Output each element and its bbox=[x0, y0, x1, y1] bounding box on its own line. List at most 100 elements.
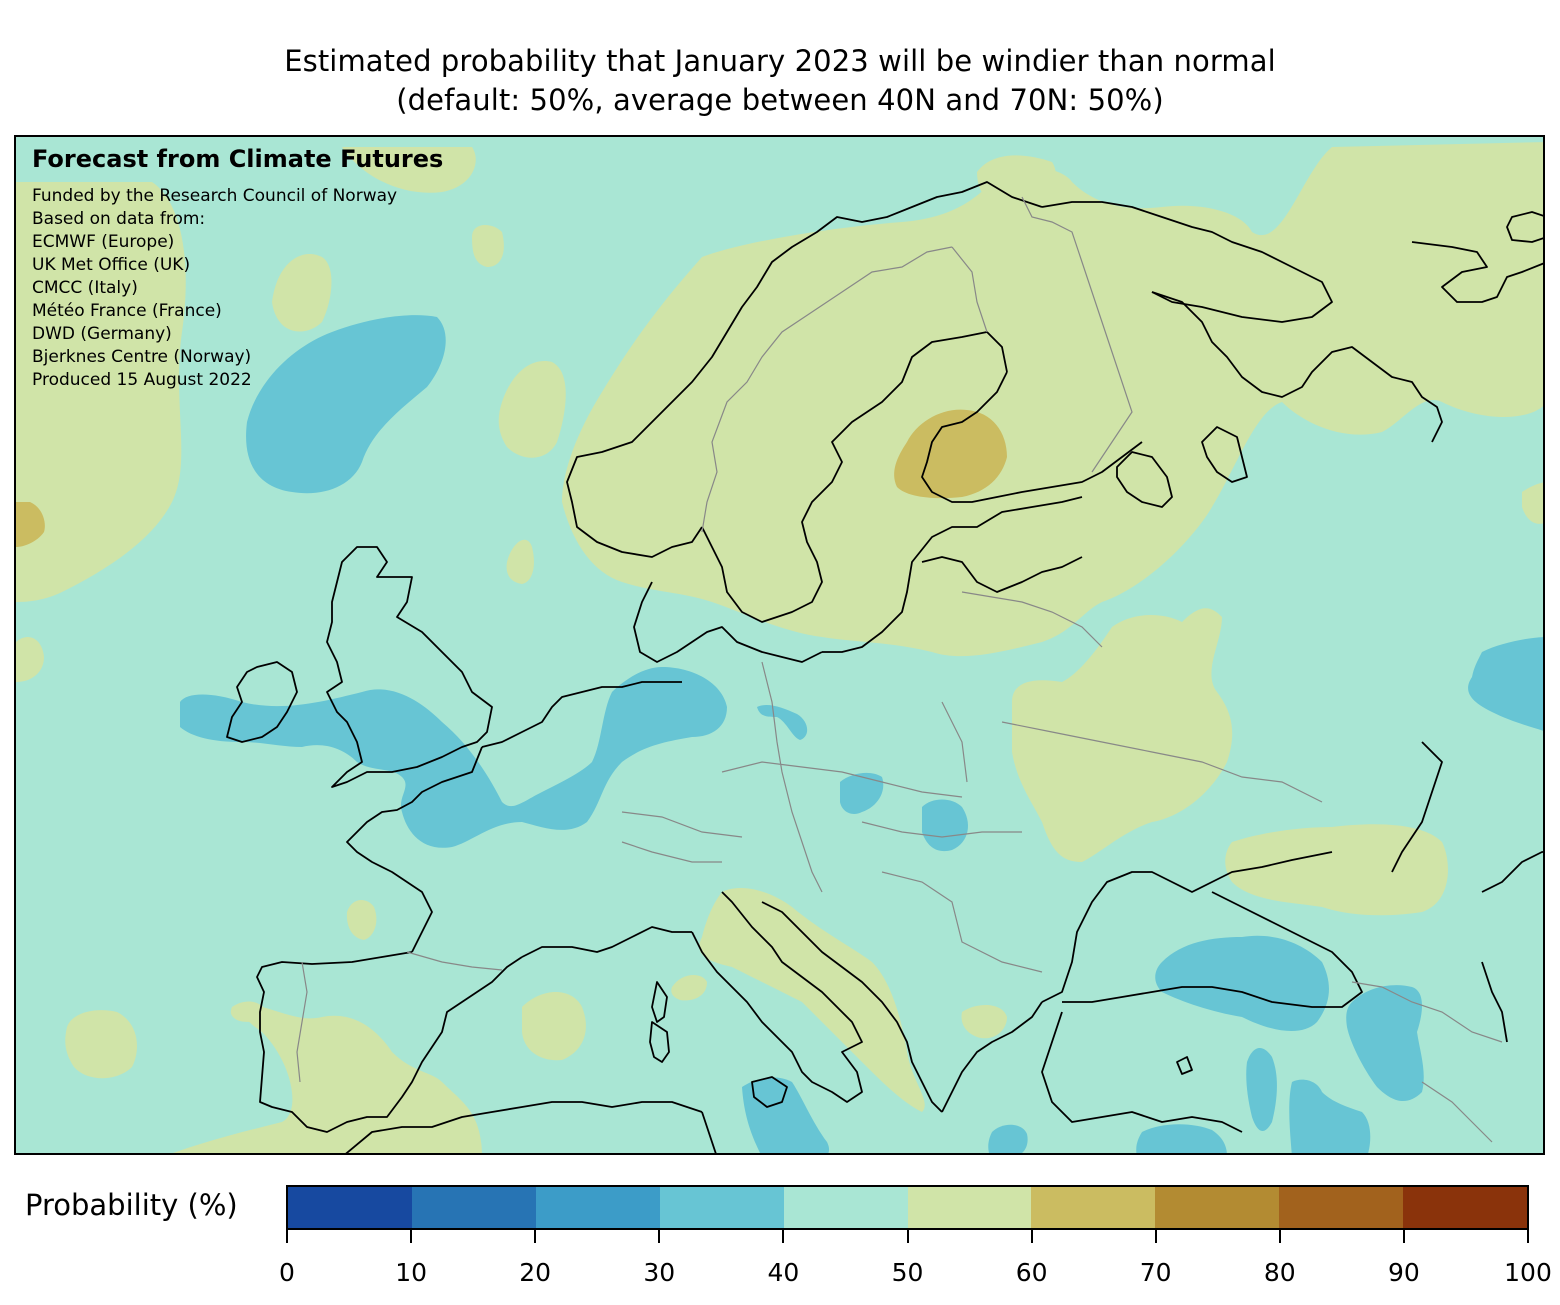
border-central-europe bbox=[621, 661, 1323, 973]
coast-cyprus bbox=[1176, 1056, 1193, 1075]
region-atlantic-iberia bbox=[65, 1010, 137, 1079]
border-sweden-finland bbox=[951, 246, 988, 333]
coast-turkey-south bbox=[1041, 1011, 1243, 1133]
region-turkey-south-2 bbox=[1289, 1079, 1371, 1153]
region-belarus-ukraine bbox=[1012, 608, 1233, 862]
colorbar-tick-label: 10 bbox=[395, 1258, 427, 1287]
colorbar-tick bbox=[658, 1229, 661, 1243]
region-north-sea-patch-2 bbox=[506, 539, 534, 584]
bin-30-40-regions bbox=[180, 315, 1543, 1153]
coast-ireland bbox=[226, 661, 298, 743]
region-iberia-inner bbox=[230, 1001, 267, 1022]
colorbar-tick bbox=[534, 1229, 537, 1243]
region-hungary bbox=[922, 799, 968, 852]
colorbar-tick bbox=[1402, 1229, 1405, 1243]
region-russia-east bbox=[1468, 637, 1543, 731]
border-iberia bbox=[296, 951, 503, 1083]
region-scandinavia bbox=[562, 142, 1543, 657]
region-turkey-south-1 bbox=[1246, 1047, 1277, 1132]
coast-france-med bbox=[521, 926, 692, 958]
colorbar-tick-label: 80 bbox=[1263, 1258, 1296, 1287]
region-west-med bbox=[522, 992, 586, 1061]
colorbar-bin-10-20 bbox=[411, 1187, 536, 1228]
region-germany-south-blob bbox=[757, 704, 808, 740]
region-italy-west-strip bbox=[671, 975, 707, 1001]
colorbar-bin-50-60 bbox=[907, 1187, 1032, 1228]
coast-denmark bbox=[633, 581, 823, 663]
coast-italy bbox=[691, 891, 863, 1103]
info-line-meteofrance: Météo France (France) bbox=[32, 301, 222, 321]
country-borders bbox=[296, 196, 1503, 1143]
colorbar-tick bbox=[1278, 1229, 1281, 1243]
coast-caspian bbox=[1391, 741, 1543, 1043]
colorbar-tick bbox=[1030, 1229, 1033, 1243]
region-ireland-channel bbox=[180, 667, 727, 848]
colorbar-bin-80-90 bbox=[1279, 1187, 1404, 1228]
coast-corsica-sardinia bbox=[649, 981, 670, 1063]
map-canvas bbox=[16, 142, 1543, 1153]
coast-russia-east bbox=[1411, 241, 1543, 303]
colorbar-tick bbox=[286, 1229, 288, 1243]
coast-sicily bbox=[751, 1076, 788, 1108]
region-east-turkey bbox=[1346, 985, 1424, 1102]
region-ionian bbox=[742, 1077, 830, 1153]
coast-finland bbox=[921, 371, 1143, 503]
colorbar-bin-20-30 bbox=[535, 1187, 660, 1228]
region-crete-sea bbox=[988, 1124, 1028, 1153]
region-atlantic-left bbox=[16, 182, 186, 602]
coast-north-africa bbox=[345, 1101, 717, 1153]
coast-france-benelux bbox=[481, 681, 682, 748]
colorbar-tick-label: 0 bbox=[279, 1258, 295, 1287]
colorbar-tick-label: 60 bbox=[1015, 1258, 1048, 1287]
border-norway-sweden bbox=[701, 246, 953, 533]
coast-black-sea bbox=[1041, 851, 1363, 1008]
info-line-cmcc: CMCC (Italy) bbox=[32, 278, 138, 298]
info-heading: Forecast from Climate Futures bbox=[32, 145, 444, 173]
colorbar-tick bbox=[1154, 1229, 1157, 1243]
colorbar-tick bbox=[906, 1229, 909, 1243]
coast-adriatic-east bbox=[761, 901, 943, 1113]
border-caucasus bbox=[1351, 981, 1503, 1143]
colorbar-bin-70-80 bbox=[1155, 1187, 1280, 1228]
map-panel: Forecast from Climate Futures Funded by … bbox=[14, 135, 1545, 1155]
region-cyprus-sea bbox=[1136, 1124, 1227, 1153]
region-southeast-russia bbox=[1225, 824, 1448, 916]
chart-subtitle: (default: 50%, average between 40N and 7… bbox=[396, 83, 1164, 117]
colorbar-tick-label: 20 bbox=[519, 1258, 552, 1287]
coast-lake-ladoga bbox=[1116, 451, 1173, 508]
info-lines: Funded by the Research Council of Norway… bbox=[32, 185, 443, 392]
colorbar-tick bbox=[1527, 1229, 1529, 1243]
colorbar bbox=[286, 1185, 1529, 1230]
colorbar-tick-label: 40 bbox=[767, 1258, 800, 1287]
colorbar-tick-label: 70 bbox=[1139, 1258, 1172, 1287]
coast-iberia bbox=[256, 951, 523, 1133]
region-atlantic-patch-1 bbox=[272, 254, 332, 332]
colorbar-bin-30-40 bbox=[659, 1187, 784, 1228]
coast-novaya-island bbox=[1506, 211, 1543, 243]
border-baltic bbox=[961, 591, 1103, 648]
colorbar-tick-label: 100 bbox=[1504, 1258, 1552, 1287]
region-atlantic-patch-2 bbox=[472, 225, 504, 267]
chart-title: Estimated probability that January 2023 … bbox=[284, 44, 1276, 78]
colorbar-bin-60-70 bbox=[1031, 1187, 1156, 1228]
coast-france-west bbox=[346, 746, 483, 953]
coast-baltic-states bbox=[921, 556, 1083, 593]
region-france-west bbox=[346, 900, 377, 940]
region-west-edge bbox=[16, 502, 45, 547]
info-line-bjerknes: Bjerknes Centre (Norway) bbox=[32, 347, 252, 367]
region-north-sea-patch bbox=[498, 361, 566, 458]
coast-lake-onega bbox=[1201, 426, 1248, 483]
colorbar-bin-0-10 bbox=[288, 1187, 412, 1228]
region-svalbard-strip bbox=[977, 155, 1056, 213]
colorbar-bin-90-100 bbox=[1403, 1187, 1528, 1228]
colorbar-bin-40-50 bbox=[783, 1187, 908, 1228]
coast-greece bbox=[941, 1001, 1043, 1113]
region-iberia-south bbox=[173, 1005, 482, 1153]
colorbar-tick-label: 90 bbox=[1387, 1258, 1420, 1287]
region-black-sea bbox=[1155, 935, 1329, 1032]
coast-gb bbox=[326, 546, 493, 788]
colorbar-tick bbox=[782, 1229, 785, 1243]
coast-kola bbox=[1041, 201, 1333, 323]
colorbar-tick bbox=[410, 1229, 413, 1243]
region-east-edge bbox=[1522, 482, 1543, 524]
